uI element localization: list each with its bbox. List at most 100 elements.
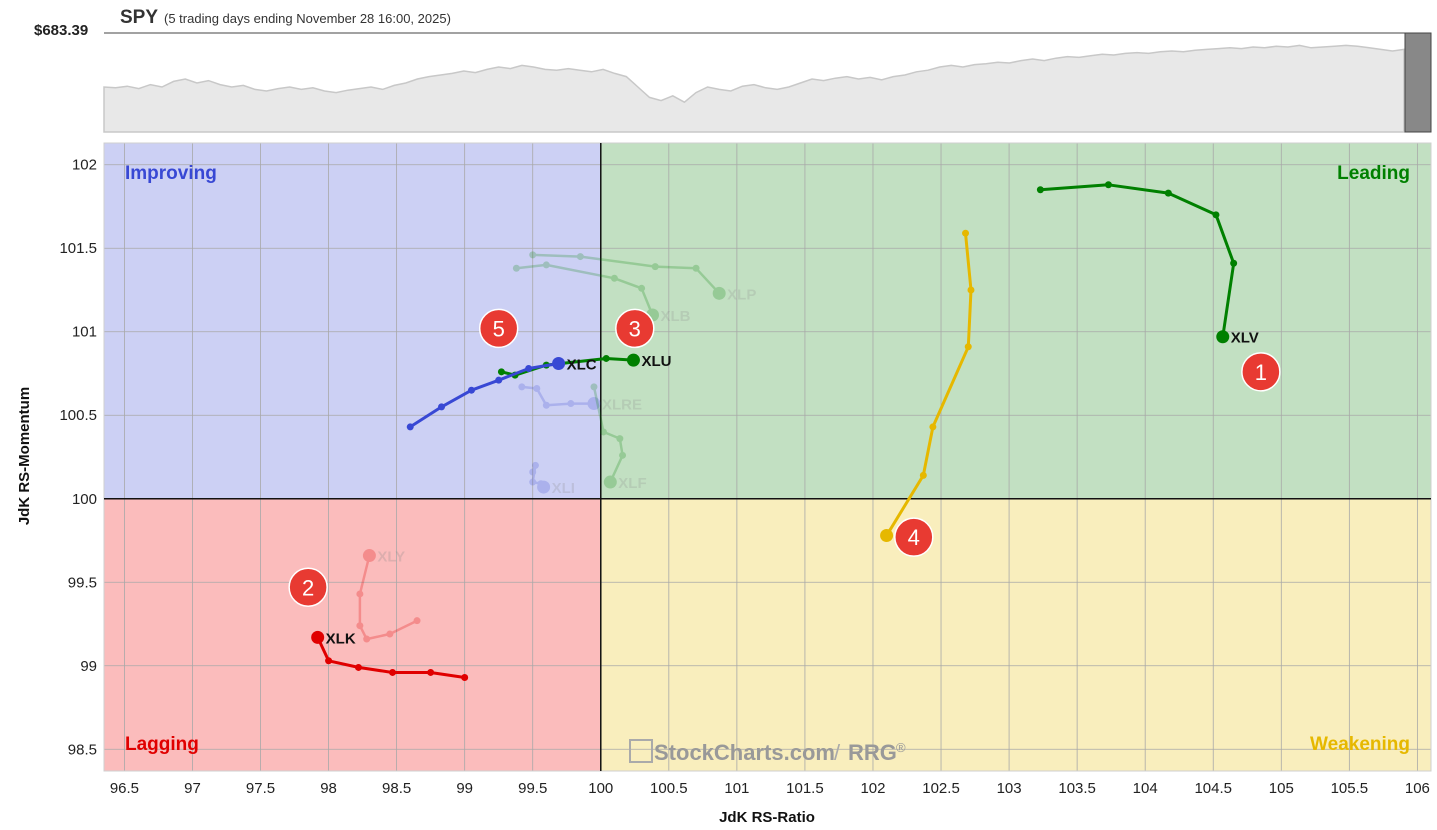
head-point-xly[interactable]	[362, 549, 376, 563]
y-tick-label: 99.5	[68, 574, 97, 591]
symbol-label-xlf[interactable]: XLF	[618, 475, 646, 492]
x-tick-label: 98	[320, 780, 337, 797]
badge-circle	[1241, 352, 1281, 392]
head-point-xlre[interactable]	[587, 397, 601, 411]
head-point-xlu[interactable]	[626, 353, 640, 367]
quadrant-leading	[600, 143, 1431, 499]
x-tick-label: 97	[184, 780, 201, 797]
x-tick-label: 104.5	[1194, 780, 1232, 797]
badge-5: 5	[478, 308, 519, 349]
header: $683.39 SPY (5 trading days ending Novem…	[0, 0, 1437, 40]
trail-point-xli	[529, 468, 537, 476]
y-tick-label: 100	[72, 491, 97, 508]
period-subtitle: (5 trading days ending November 28 16:00…	[164, 11, 451, 26]
symbol-label-xly[interactable]: XLY	[377, 549, 405, 566]
symbol-label-xlk[interactable]: XLK	[326, 630, 356, 647]
symbol-label-xlb[interactable]: XLB	[660, 308, 690, 325]
x-tick-label: 96.5	[110, 780, 139, 797]
watermark-brand: StockCharts.com	[654, 740, 835, 765]
trail-xlb[interactable]: XLB	[512, 261, 691, 325]
badge-number: 1	[1255, 360, 1267, 385]
trail-point-xle	[967, 286, 975, 294]
symbol-label-xlc[interactable]: XLC	[567, 356, 597, 373]
symbol-title: SPY	[120, 7, 159, 28]
head-point-xlf[interactable]	[603, 475, 617, 489]
trail-xlp[interactable]: XLP	[529, 251, 756, 303]
watermark-product: RRG	[848, 740, 897, 765]
trail-point-xly	[356, 590, 364, 598]
x-tick-label: 102	[860, 780, 885, 797]
head-point-xlk[interactable]	[311, 630, 325, 644]
trail-point-xlc	[438, 403, 446, 411]
head-point-xli[interactable]	[537, 480, 551, 494]
badge-1: 1	[1241, 352, 1281, 392]
trail-point-xlv	[1036, 186, 1044, 194]
trail-line-xly	[358, 554, 419, 641]
plot-border	[103, 142, 1432, 772]
trail-xli[interactable]: XLI	[529, 461, 575, 497]
trail-point-xlu	[602, 354, 610, 362]
trail-point-xlp	[529, 251, 537, 259]
trail-point-xlv	[1164, 189, 1172, 197]
head-point-xlc[interactable]	[552, 356, 566, 370]
trail-point-xlb	[638, 284, 646, 292]
numbered-badges: 1 2 3 4 5	[288, 308, 1281, 608]
trail-point-xlre	[542, 401, 550, 409]
head-point-xle[interactable]	[880, 529, 894, 542]
range-handle[interactable]	[1404, 32, 1432, 133]
symbol-label-xlv[interactable]: XLV	[1231, 330, 1259, 347]
x-tick-label: 98.5	[382, 780, 411, 797]
trail-line-xlb	[515, 263, 654, 317]
badge-number: 5	[493, 316, 505, 341]
watermark-mark: ®	[896, 740, 906, 755]
trail-point-xlk	[325, 657, 333, 665]
head-point-xlp[interactable]	[712, 286, 726, 300]
symbol-label-xli[interactable]: XLI	[552, 480, 575, 497]
trail-line-xlc	[408, 362, 561, 429]
trail-point-xlv	[1212, 211, 1220, 219]
trail-point-xlf	[619, 451, 627, 459]
quadrant-lagging	[104, 498, 601, 771]
trail-point-xlp	[692, 264, 700, 272]
price-label: $683.39	[34, 22, 89, 39]
x-tick-label: 106	[1405, 780, 1430, 797]
symbol-label-xlu[interactable]: XLU	[641, 353, 671, 370]
trail-xly[interactable]: XLY	[356, 549, 421, 643]
quadrant-weakening	[600, 498, 1431, 771]
y-tick-label: 101.5	[59, 240, 97, 257]
trail-line-xli	[531, 464, 545, 489]
symbol-label-xlre[interactable]: XLRE	[602, 397, 642, 414]
trail-line-xlk	[316, 635, 467, 679]
trail-point-xlre	[567, 400, 575, 408]
head-point-xlv[interactable]	[1216, 330, 1230, 344]
trail-point-xlk	[355, 663, 363, 671]
quadrant-improving	[104, 143, 601, 499]
badge-number: 4	[908, 525, 920, 550]
y-tick-label: 102	[72, 157, 97, 174]
trail-point-xlf	[599, 428, 607, 436]
trail-line-xle	[885, 231, 973, 537]
trail-point-xlk	[427, 668, 435, 676]
spy-thumbnail-chart[interactable]	[103, 32, 1432, 133]
trail-xlf[interactable]: XLF	[590, 383, 647, 492]
trail-xlc[interactable]: XLC	[406, 356, 597, 431]
trail-point-xle	[964, 343, 972, 351]
trail-point-xli	[529, 478, 537, 486]
x-tick-label: 100	[588, 780, 613, 797]
trail-point-xlre	[533, 385, 541, 393]
symbol-label-xlp[interactable]: XLP	[727, 286, 756, 303]
trail-xlk[interactable]: XLK	[311, 630, 469, 681]
trail-xlre[interactable]: XLRE	[518, 383, 642, 414]
trail-point-xly	[363, 635, 371, 643]
quadrant-label-leading: Leading	[1337, 163, 1410, 184]
trail-line-xlre	[520, 385, 596, 407]
trail-point-xlc	[406, 423, 414, 431]
badge-3: 3	[615, 308, 655, 349]
trail-point-xlc	[467, 386, 475, 394]
y-tick-label: 98.5	[68, 741, 97, 758]
trail-point-xlk	[461, 673, 469, 681]
trail-point-xly	[386, 630, 394, 638]
trail-point-xlk	[389, 668, 397, 676]
trail-xlv[interactable]: XLV	[1036, 181, 1259, 347]
trail-point-xli	[537, 480, 545, 488]
